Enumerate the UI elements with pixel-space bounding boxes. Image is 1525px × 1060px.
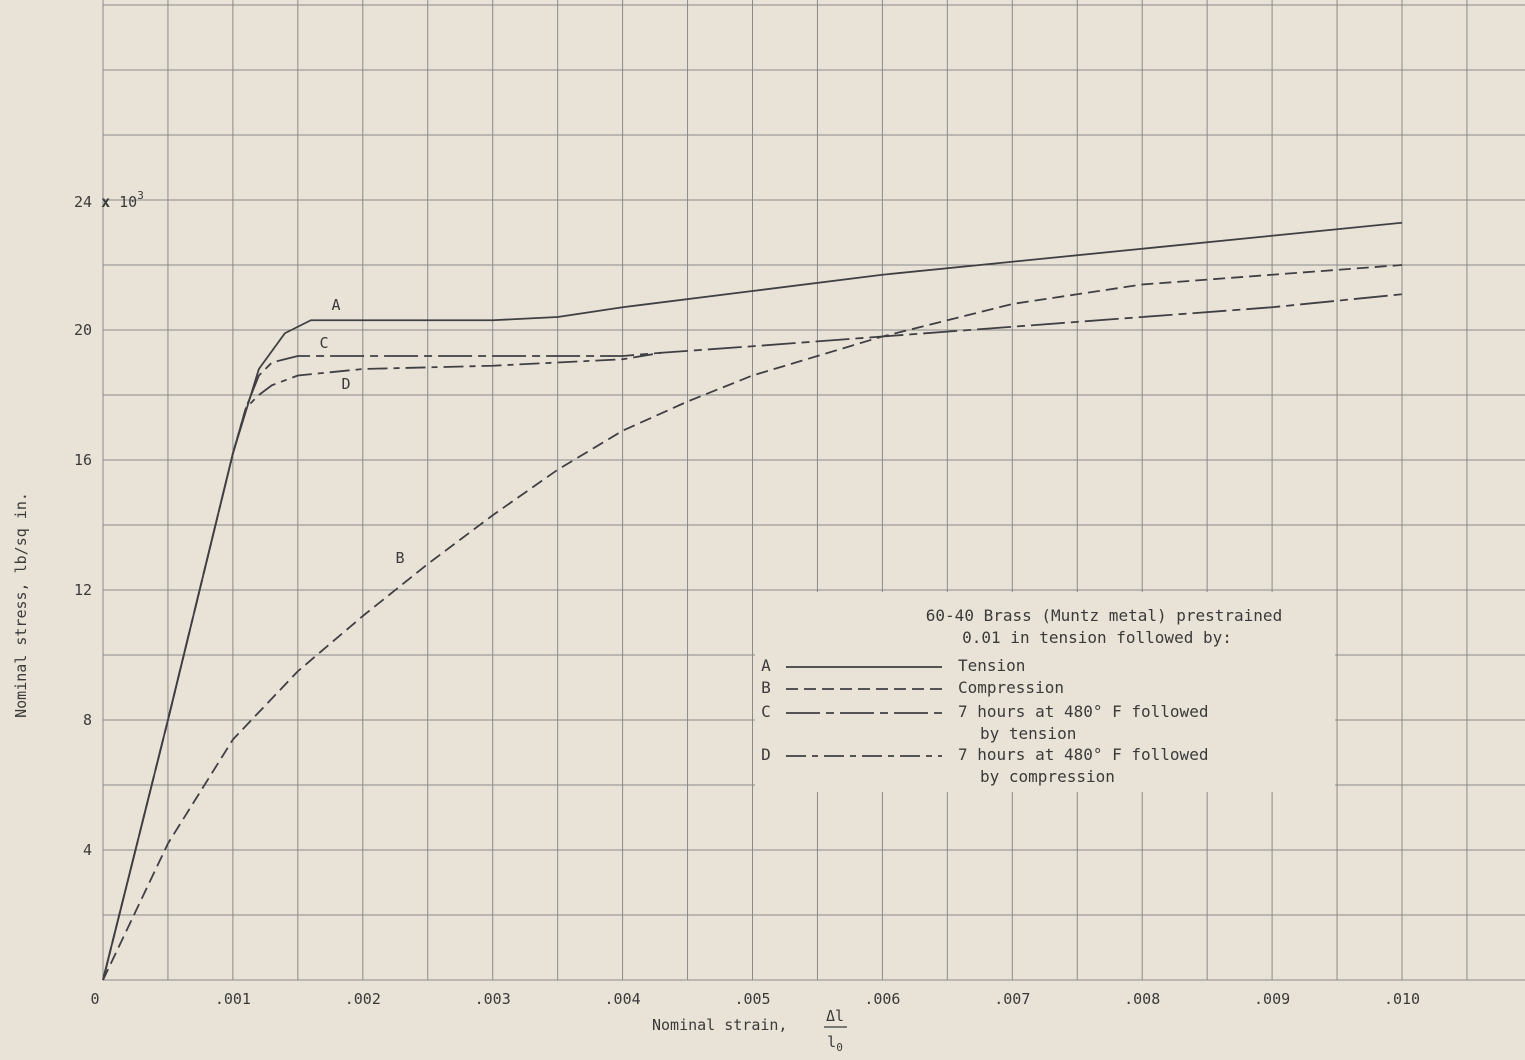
legend-key-B: B [761, 678, 771, 697]
curve-label-C: C [319, 334, 328, 352]
ticks: 0 .001 .002 .003 .004 .005 .006 .007 .008 .009 .01… [74, 321, 1420, 1008]
x-tick-label: .007 [994, 990, 1030, 1008]
x-tick-label: .004 [605, 990, 641, 1008]
legend-label-D: 7 hours at 480° F followed [958, 745, 1208, 764]
y-axis-label: Nominal stress, lb/sq in. [12, 492, 30, 718]
x-tick-label: .010 [1384, 990, 1420, 1008]
y-tick-label: 4 [83, 841, 92, 859]
curve-label-B: B [395, 549, 404, 567]
curve-label-D: D [341, 375, 350, 393]
legend-title-line2: 0.01 in tension followed by: [962, 628, 1232, 647]
y-tick-label: 12 [74, 581, 92, 599]
legend-label-C: 7 hours at 480° F followed [958, 702, 1208, 721]
y-tick-label: 20 [74, 321, 92, 339]
legend-key-D: D [761, 745, 771, 764]
legend-label-C-line2: by tension [980, 724, 1076, 743]
x-axis-label: Nominal strain, [652, 1016, 787, 1034]
x-tick-label: .001 [215, 990, 251, 1008]
x-tick-label: .009 [1254, 990, 1290, 1008]
x-tick-label: .003 [475, 990, 511, 1008]
x-tick-label: .002 [345, 990, 381, 1008]
legend-label-A: Tension [958, 656, 1025, 675]
x-tick-label: .006 [864, 990, 900, 1008]
y-tick-label: 16 [74, 451, 92, 469]
series-line-B [102, 264, 1403, 981]
y-tick-label: 8 [83, 711, 92, 729]
x-tick-label: 0 [90, 990, 99, 1008]
legend-box [755, 592, 1335, 792]
legend-title-line1: 60-40 Brass (Muntz metal) prestrained [926, 606, 1282, 625]
x-tick-label: .008 [1124, 990, 1160, 1008]
x-tick-label: .005 [734, 990, 770, 1008]
legend-key-A: A [761, 656, 771, 675]
y-multiplier-label: 24 x 103 [74, 189, 144, 211]
curve-label-A: A [331, 296, 340, 314]
legend-key-C: C [761, 702, 771, 721]
series-line-D [102, 351, 662, 981]
legend-entries: A Tension B Compression C 7 hours at 480° F f… [761, 656, 1208, 786]
legend-label-B: Compression [958, 678, 1064, 697]
grid [102, 0, 1525, 981]
x-axis-fraction-numerator: Δl [826, 1007, 844, 1025]
legend-label-D-line2: by compression [980, 767, 1115, 786]
